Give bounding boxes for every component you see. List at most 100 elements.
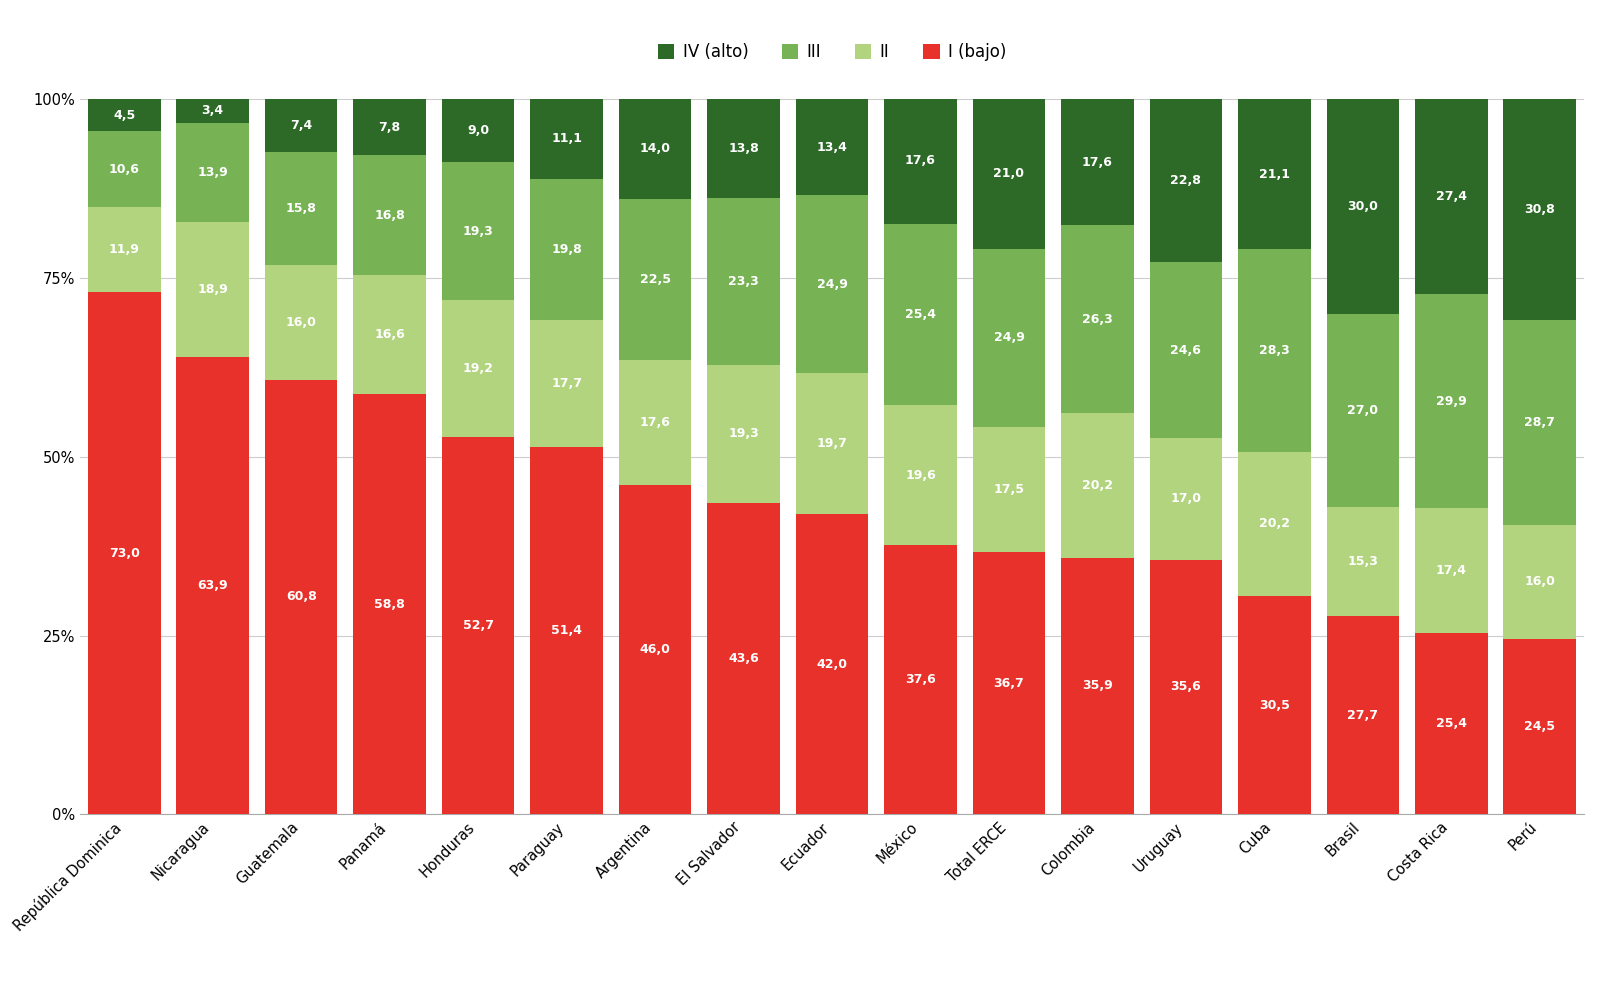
Text: 16,6: 16,6: [374, 328, 405, 341]
Bar: [266, 379, 338, 814]
Text: 25,4: 25,4: [906, 308, 936, 321]
Text: 9,0: 9,0: [467, 123, 490, 137]
Bar: [88, 99, 160, 131]
Text: 26,3: 26,3: [1082, 313, 1112, 326]
Text: 13,8: 13,8: [728, 142, 758, 155]
Bar: [176, 357, 250, 814]
Bar: [88, 208, 160, 292]
Text: 25,4: 25,4: [1435, 717, 1467, 730]
Text: 17,0: 17,0: [1170, 493, 1202, 505]
Bar: [973, 248, 1045, 427]
Text: 17,5: 17,5: [994, 483, 1024, 496]
Bar: [442, 300, 514, 438]
Text: 21,1: 21,1: [1259, 168, 1290, 181]
Bar: [1238, 249, 1310, 452]
Text: 27,0: 27,0: [1347, 404, 1378, 417]
Text: 3,4: 3,4: [202, 104, 224, 117]
Bar: [1504, 99, 1576, 320]
Bar: [1150, 438, 1222, 560]
Text: 20,2: 20,2: [1082, 479, 1114, 492]
Bar: [1238, 596, 1310, 814]
Bar: [885, 405, 957, 545]
Bar: [795, 373, 869, 514]
Text: 28,7: 28,7: [1525, 416, 1555, 429]
Bar: [707, 364, 779, 502]
Text: 22,5: 22,5: [640, 273, 670, 286]
Text: 13,9: 13,9: [197, 166, 229, 179]
Bar: [619, 359, 691, 486]
Bar: [795, 99, 869, 195]
Bar: [1414, 508, 1488, 633]
Bar: [354, 394, 426, 814]
Text: 24,9: 24,9: [994, 332, 1024, 345]
Bar: [619, 486, 691, 814]
Text: 35,9: 35,9: [1082, 679, 1112, 692]
Text: 19,3: 19,3: [462, 224, 493, 237]
Text: 15,8: 15,8: [286, 203, 317, 215]
Bar: [1326, 506, 1398, 617]
Bar: [530, 320, 603, 447]
Text: 7,8: 7,8: [379, 121, 400, 134]
Text: 11,1: 11,1: [550, 132, 582, 146]
Bar: [795, 514, 869, 814]
Text: 17,4: 17,4: [1435, 564, 1467, 577]
Bar: [1504, 639, 1576, 814]
Text: 30,5: 30,5: [1259, 699, 1290, 712]
Bar: [1150, 262, 1222, 438]
Text: 60,8: 60,8: [286, 591, 317, 604]
Bar: [442, 98, 514, 162]
Text: 24,6: 24,6: [1171, 344, 1202, 356]
Bar: [1504, 320, 1576, 524]
Bar: [707, 502, 779, 814]
Text: 51,4: 51,4: [550, 624, 582, 638]
Bar: [973, 552, 1045, 814]
Text: 24,9: 24,9: [816, 278, 848, 291]
Text: 17,6: 17,6: [906, 154, 936, 167]
Text: 19,6: 19,6: [906, 469, 936, 482]
Bar: [530, 179, 603, 320]
Bar: [1326, 99, 1398, 314]
Text: 29,9: 29,9: [1435, 395, 1467, 408]
Text: 17,6: 17,6: [1082, 156, 1114, 169]
Bar: [442, 162, 514, 300]
Bar: [1326, 617, 1398, 814]
Bar: [176, 98, 250, 123]
Bar: [885, 545, 957, 814]
Bar: [1238, 98, 1310, 249]
Text: 16,8: 16,8: [374, 209, 405, 221]
Bar: [266, 265, 338, 379]
Text: 52,7: 52,7: [462, 620, 494, 633]
Bar: [1061, 413, 1134, 558]
Bar: [1414, 295, 1488, 508]
Text: 30,8: 30,8: [1525, 203, 1555, 215]
Bar: [1061, 558, 1134, 814]
Legend: IV (alto), III, II, I (bajo): IV (alto), III, II, I (bajo): [651, 36, 1013, 68]
Bar: [1414, 98, 1488, 295]
Bar: [1150, 99, 1222, 262]
Bar: [266, 99, 338, 152]
Bar: [619, 98, 691, 199]
Bar: [1061, 99, 1134, 225]
Text: 37,6: 37,6: [906, 673, 936, 686]
Text: 4,5: 4,5: [114, 109, 136, 122]
Bar: [885, 98, 957, 223]
Bar: [354, 275, 426, 394]
Text: 19,7: 19,7: [816, 437, 848, 450]
Text: 42,0: 42,0: [816, 657, 848, 670]
Text: 7,4: 7,4: [290, 119, 312, 132]
Text: 16,0: 16,0: [1525, 575, 1555, 589]
Bar: [1414, 633, 1488, 814]
Bar: [266, 152, 338, 265]
Text: 21,0: 21,0: [994, 167, 1024, 180]
Text: 15,3: 15,3: [1347, 555, 1378, 568]
Text: 22,8: 22,8: [1171, 175, 1202, 188]
Text: 24,5: 24,5: [1525, 720, 1555, 733]
Bar: [973, 427, 1045, 552]
Bar: [1061, 225, 1134, 413]
Text: 17,7: 17,7: [550, 377, 582, 390]
Text: 19,3: 19,3: [728, 427, 758, 440]
Text: 27,4: 27,4: [1435, 190, 1467, 203]
Text: 23,3: 23,3: [728, 275, 758, 288]
Bar: [707, 99, 779, 198]
Bar: [176, 123, 250, 222]
